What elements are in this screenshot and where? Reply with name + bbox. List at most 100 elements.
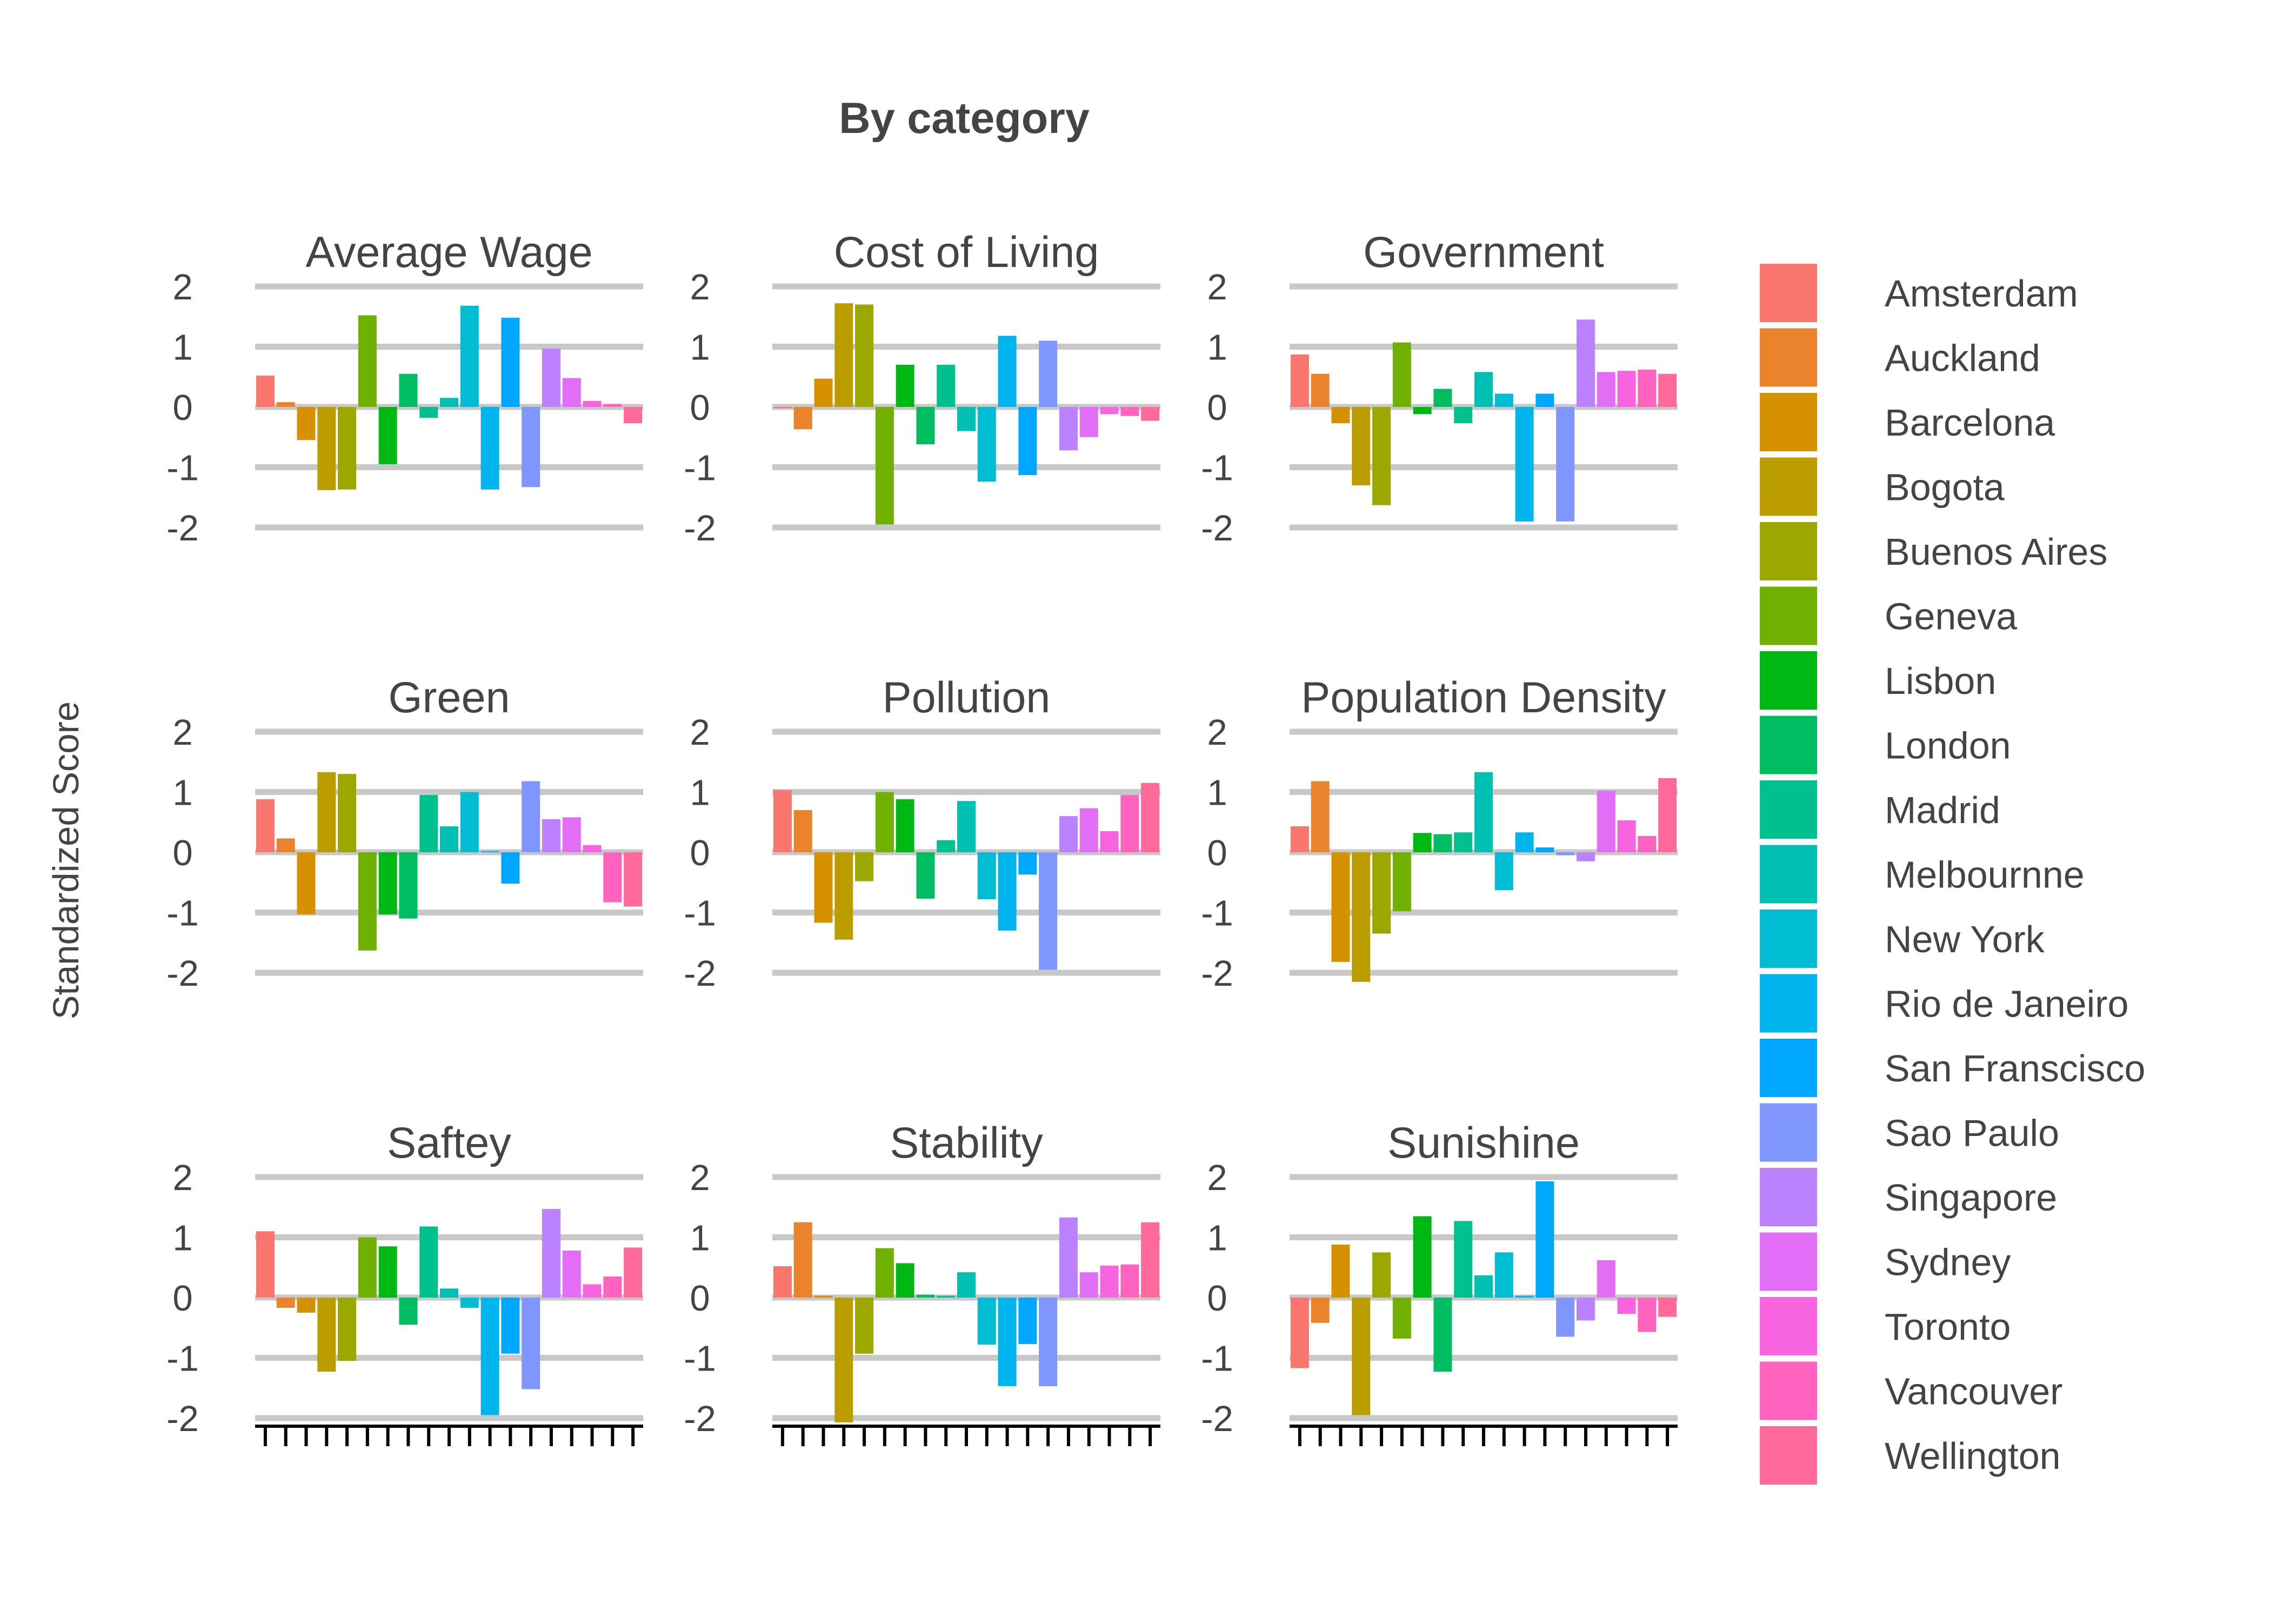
bar xyxy=(358,852,377,951)
y-tick-label: -2 xyxy=(1201,508,1233,549)
bar xyxy=(1413,833,1432,852)
bar xyxy=(460,305,479,407)
bar xyxy=(256,376,275,407)
y-tick-label: 0 xyxy=(1207,833,1227,873)
bar xyxy=(1454,1221,1473,1298)
bar xyxy=(1556,852,1575,856)
bar xyxy=(1331,852,1350,962)
bar xyxy=(480,407,499,490)
y-tick-label: 2 xyxy=(172,1158,192,1198)
legend-label: Vancouver xyxy=(1885,1371,2062,1413)
bar xyxy=(896,364,914,407)
bar xyxy=(1079,407,1098,437)
bar xyxy=(1392,342,1411,407)
legend-swatch xyxy=(1760,780,1817,839)
bar xyxy=(998,852,1017,931)
legend-item: Bogota xyxy=(1760,457,2005,516)
y-axis-label: Standardized Score xyxy=(46,701,86,1019)
bar xyxy=(1535,847,1554,852)
bar xyxy=(1433,389,1452,407)
bar xyxy=(937,840,956,852)
bar xyxy=(1658,1298,1677,1317)
y-tick-label: -2 xyxy=(166,508,199,549)
legend-item: Buenos Aires xyxy=(1760,522,2107,580)
legend-label: Sydney xyxy=(1885,1241,2011,1284)
bar xyxy=(1311,373,1330,407)
bar xyxy=(977,852,996,899)
y-tick-label: 0 xyxy=(690,1278,710,1319)
bar xyxy=(439,826,459,852)
legend-label: Barcelona xyxy=(1885,402,2055,444)
y-tick-label: 1 xyxy=(1207,328,1227,368)
bar xyxy=(603,1276,622,1298)
y-tick-label: -2 xyxy=(684,508,716,549)
y-tick-label: 1 xyxy=(690,773,710,813)
bar xyxy=(1494,852,1513,891)
bar xyxy=(957,1272,976,1298)
bar xyxy=(1392,852,1411,912)
legend-swatch xyxy=(1760,910,1817,968)
legend: Amsterdam Auckland Barcelona Bogota Buenos A… xyxy=(1760,264,2145,1485)
bar xyxy=(317,772,336,852)
panel-title: Pollution xyxy=(883,673,1051,722)
legend-label: Bogota xyxy=(1885,466,2005,509)
bar xyxy=(603,404,622,407)
y-tick-label: 2 xyxy=(690,712,710,753)
legend-item: Wellington xyxy=(1760,1426,2061,1485)
bar xyxy=(522,407,540,487)
y-tick-label: -2 xyxy=(1201,1399,1233,1439)
legend-item: San Franscisco xyxy=(1760,1039,2145,1097)
bar xyxy=(1311,781,1330,852)
bar xyxy=(399,1298,418,1325)
panel: Pollution 2 1 0 -1 -2 xyxy=(684,673,1160,994)
bar xyxy=(583,400,602,407)
bar xyxy=(1120,1264,1139,1298)
bar xyxy=(1494,1252,1513,1298)
bar xyxy=(297,407,316,440)
bar xyxy=(1059,816,1078,852)
bar xyxy=(834,303,853,407)
bar xyxy=(1352,1298,1371,1415)
bar xyxy=(855,1298,874,1354)
bar xyxy=(624,1247,643,1298)
bar xyxy=(793,810,812,852)
y-tick-label: 2 xyxy=(1207,712,1227,753)
bar xyxy=(1454,407,1473,424)
legend-item: Madrid xyxy=(1760,780,2000,839)
legend-item: Sao Paulo xyxy=(1760,1103,2059,1162)
bar xyxy=(1576,1298,1595,1321)
bar xyxy=(338,1298,357,1361)
y-tick-label: 0 xyxy=(1207,387,1227,428)
bar xyxy=(522,1298,540,1389)
bar xyxy=(875,792,894,852)
y-tick-label: 2 xyxy=(172,267,192,308)
legend-swatch xyxy=(1760,1426,1817,1485)
bar xyxy=(1018,407,1037,475)
panel: Average Wage 2 1 0 -1 -2 xyxy=(166,228,643,549)
legend-item: Geneva xyxy=(1760,586,2017,645)
legend-item: London xyxy=(1760,716,2011,774)
legend-label: Singapore xyxy=(1885,1177,2057,1219)
y-tick-label: -1 xyxy=(166,448,199,489)
bar xyxy=(1290,826,1309,852)
legend-swatch xyxy=(1760,586,1817,645)
bar xyxy=(1372,1252,1391,1298)
legend-item: Singapore xyxy=(1760,1168,2057,1226)
y-tick-label: -1 xyxy=(1201,1339,1233,1379)
bar xyxy=(439,398,459,407)
bar xyxy=(480,851,499,852)
bar xyxy=(1039,1298,1058,1386)
bar xyxy=(583,1284,602,1298)
legend-item: Toronto xyxy=(1760,1297,2011,1355)
panel: Saftey 2 1 0 -1 -2 xyxy=(166,1119,643,1446)
panel-title: Sunishine xyxy=(1387,1119,1580,1167)
panels: Average Wage 2 1 0 -1 -2 Cost of Living 2 1 0 -1 -2… xyxy=(166,228,1678,1446)
bar xyxy=(1100,407,1119,415)
bar xyxy=(1352,407,1371,485)
panel-title: Government xyxy=(1363,228,1604,277)
bar xyxy=(1515,1295,1534,1298)
bar xyxy=(1515,832,1534,852)
legend-swatch xyxy=(1760,716,1817,774)
y-tick-label: -1 xyxy=(684,448,716,489)
bar xyxy=(1290,354,1309,407)
